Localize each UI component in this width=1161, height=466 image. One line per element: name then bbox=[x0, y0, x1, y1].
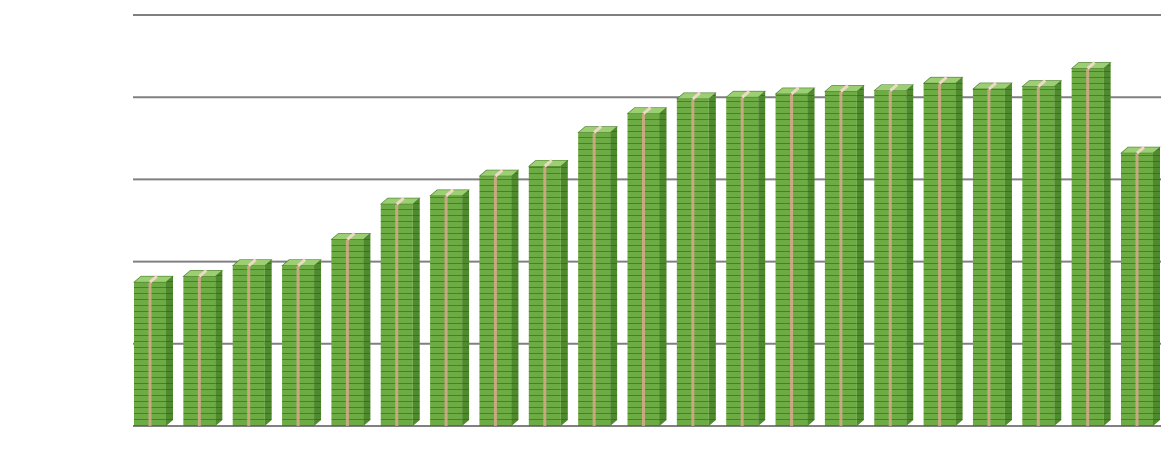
bar-side bbox=[314, 259, 322, 426]
bar-band bbox=[1086, 68, 1090, 427]
bar-top-band bbox=[346, 232, 356, 241]
bar bbox=[774, 86, 816, 427]
bar-side bbox=[264, 259, 272, 426]
bar-side bbox=[610, 126, 618, 427]
bar bbox=[330, 232, 372, 426]
bar-side bbox=[1103, 62, 1111, 427]
bar-band bbox=[148, 282, 152, 426]
bars bbox=[133, 61, 1161, 427]
bar-side bbox=[166, 276, 173, 426]
bar-side bbox=[708, 92, 716, 427]
bar bbox=[1021, 79, 1063, 426]
bar-band bbox=[592, 132, 596, 426]
bar bbox=[626, 106, 668, 426]
bar-top-band bbox=[593, 125, 603, 134]
bar-top-band bbox=[543, 159, 553, 168]
bar-side bbox=[906, 84, 914, 427]
bar-band bbox=[1036, 86, 1040, 426]
bar-top-band bbox=[889, 83, 899, 92]
bar bbox=[676, 91, 717, 427]
bar bbox=[133, 275, 174, 426]
bar-side bbox=[659, 107, 667, 426]
bar-band bbox=[642, 113, 645, 426]
bar-band bbox=[740, 97, 744, 426]
bar bbox=[1120, 145, 1161, 426]
bar-top-band bbox=[839, 84, 849, 93]
bar bbox=[281, 258, 322, 426]
bar bbox=[379, 196, 421, 426]
bar-band bbox=[444, 195, 448, 426]
bar-band bbox=[296, 265, 300, 426]
bar-top-band bbox=[1086, 61, 1096, 70]
bar-side bbox=[560, 160, 568, 427]
bar-band bbox=[247, 265, 251, 426]
bar-band bbox=[543, 166, 547, 427]
bar-band bbox=[197, 276, 201, 426]
bar-top-band bbox=[198, 269, 208, 278]
bar-side bbox=[758, 91, 766, 426]
bar-band bbox=[1135, 153, 1139, 426]
bar bbox=[577, 125, 618, 427]
bar-band bbox=[987, 88, 991, 426]
bar-side bbox=[1054, 80, 1062, 426]
bar-top-band bbox=[642, 106, 652, 115]
bar-band bbox=[691, 98, 695, 427]
bar-top-band bbox=[790, 86, 800, 96]
bar-top-band bbox=[691, 91, 701, 100]
bar-top-band bbox=[247, 258, 257, 267]
bar-top-band bbox=[1136, 145, 1145, 155]
bar-side bbox=[1153, 147, 1160, 426]
bar-top-band bbox=[494, 168, 504, 178]
bar-band bbox=[790, 93, 794, 427]
bar-side bbox=[462, 189, 470, 426]
bar-side bbox=[412, 198, 420, 426]
bar bbox=[725, 90, 767, 426]
bar-top-band bbox=[987, 81, 997, 91]
bar-top-band bbox=[1037, 79, 1047, 88]
bar-side bbox=[363, 233, 371, 426]
bar bbox=[972, 81, 1013, 426]
bar-top-band bbox=[445, 188, 455, 197]
bar-side bbox=[511, 170, 519, 426]
bar-side bbox=[1004, 82, 1012, 426]
bar-band bbox=[839, 91, 843, 427]
bar-band bbox=[345, 239, 349, 426]
bar-band bbox=[493, 176, 497, 426]
bar bbox=[231, 258, 273, 426]
bar-band bbox=[888, 90, 892, 427]
bar bbox=[478, 168, 520, 426]
bar-side bbox=[856, 85, 864, 427]
bar-top-band bbox=[395, 196, 405, 206]
bar-top-band bbox=[938, 76, 948, 85]
bar-side bbox=[955, 77, 963, 426]
bar-side bbox=[215, 270, 223, 426]
bar-top-band bbox=[741, 90, 751, 99]
bar-band bbox=[395, 204, 399, 426]
bar-top-band bbox=[297, 258, 307, 267]
bar bbox=[873, 83, 915, 427]
bar-side bbox=[807, 87, 815, 427]
bar bbox=[527, 159, 569, 427]
bar-top-band bbox=[149, 275, 158, 284]
bar bbox=[1070, 61, 1112, 427]
bar bbox=[182, 269, 224, 426]
bar bbox=[429, 188, 470, 426]
bar bbox=[922, 76, 964, 426]
bar bbox=[824, 84, 865, 427]
bar-band bbox=[938, 83, 942, 426]
